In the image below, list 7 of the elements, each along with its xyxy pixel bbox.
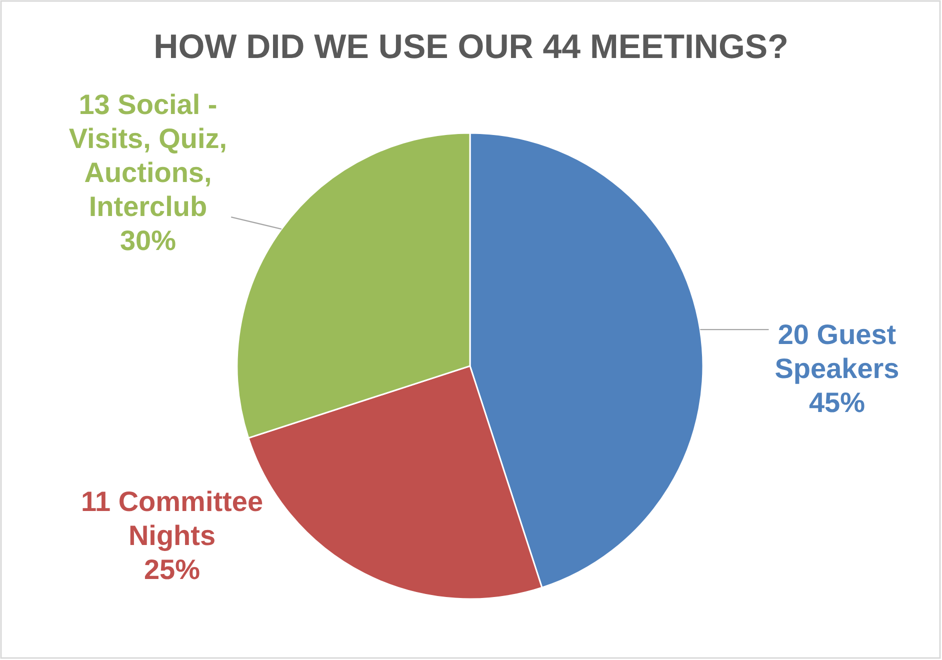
data-label: 45% [808,386,866,418]
chart-title: HOW DID WE USE OUR 44 MEETINGS? [154,28,788,66]
slice-label: 20 Guest Speakers [774,318,900,384]
slice-label: 11 Committee Nights [80,486,264,551]
data-label: 25% [144,554,200,585]
slice-label: 13 Social - Visits, Quiz, Auctions, Interclub [68,88,228,222]
data-label: 30% [120,224,176,256]
